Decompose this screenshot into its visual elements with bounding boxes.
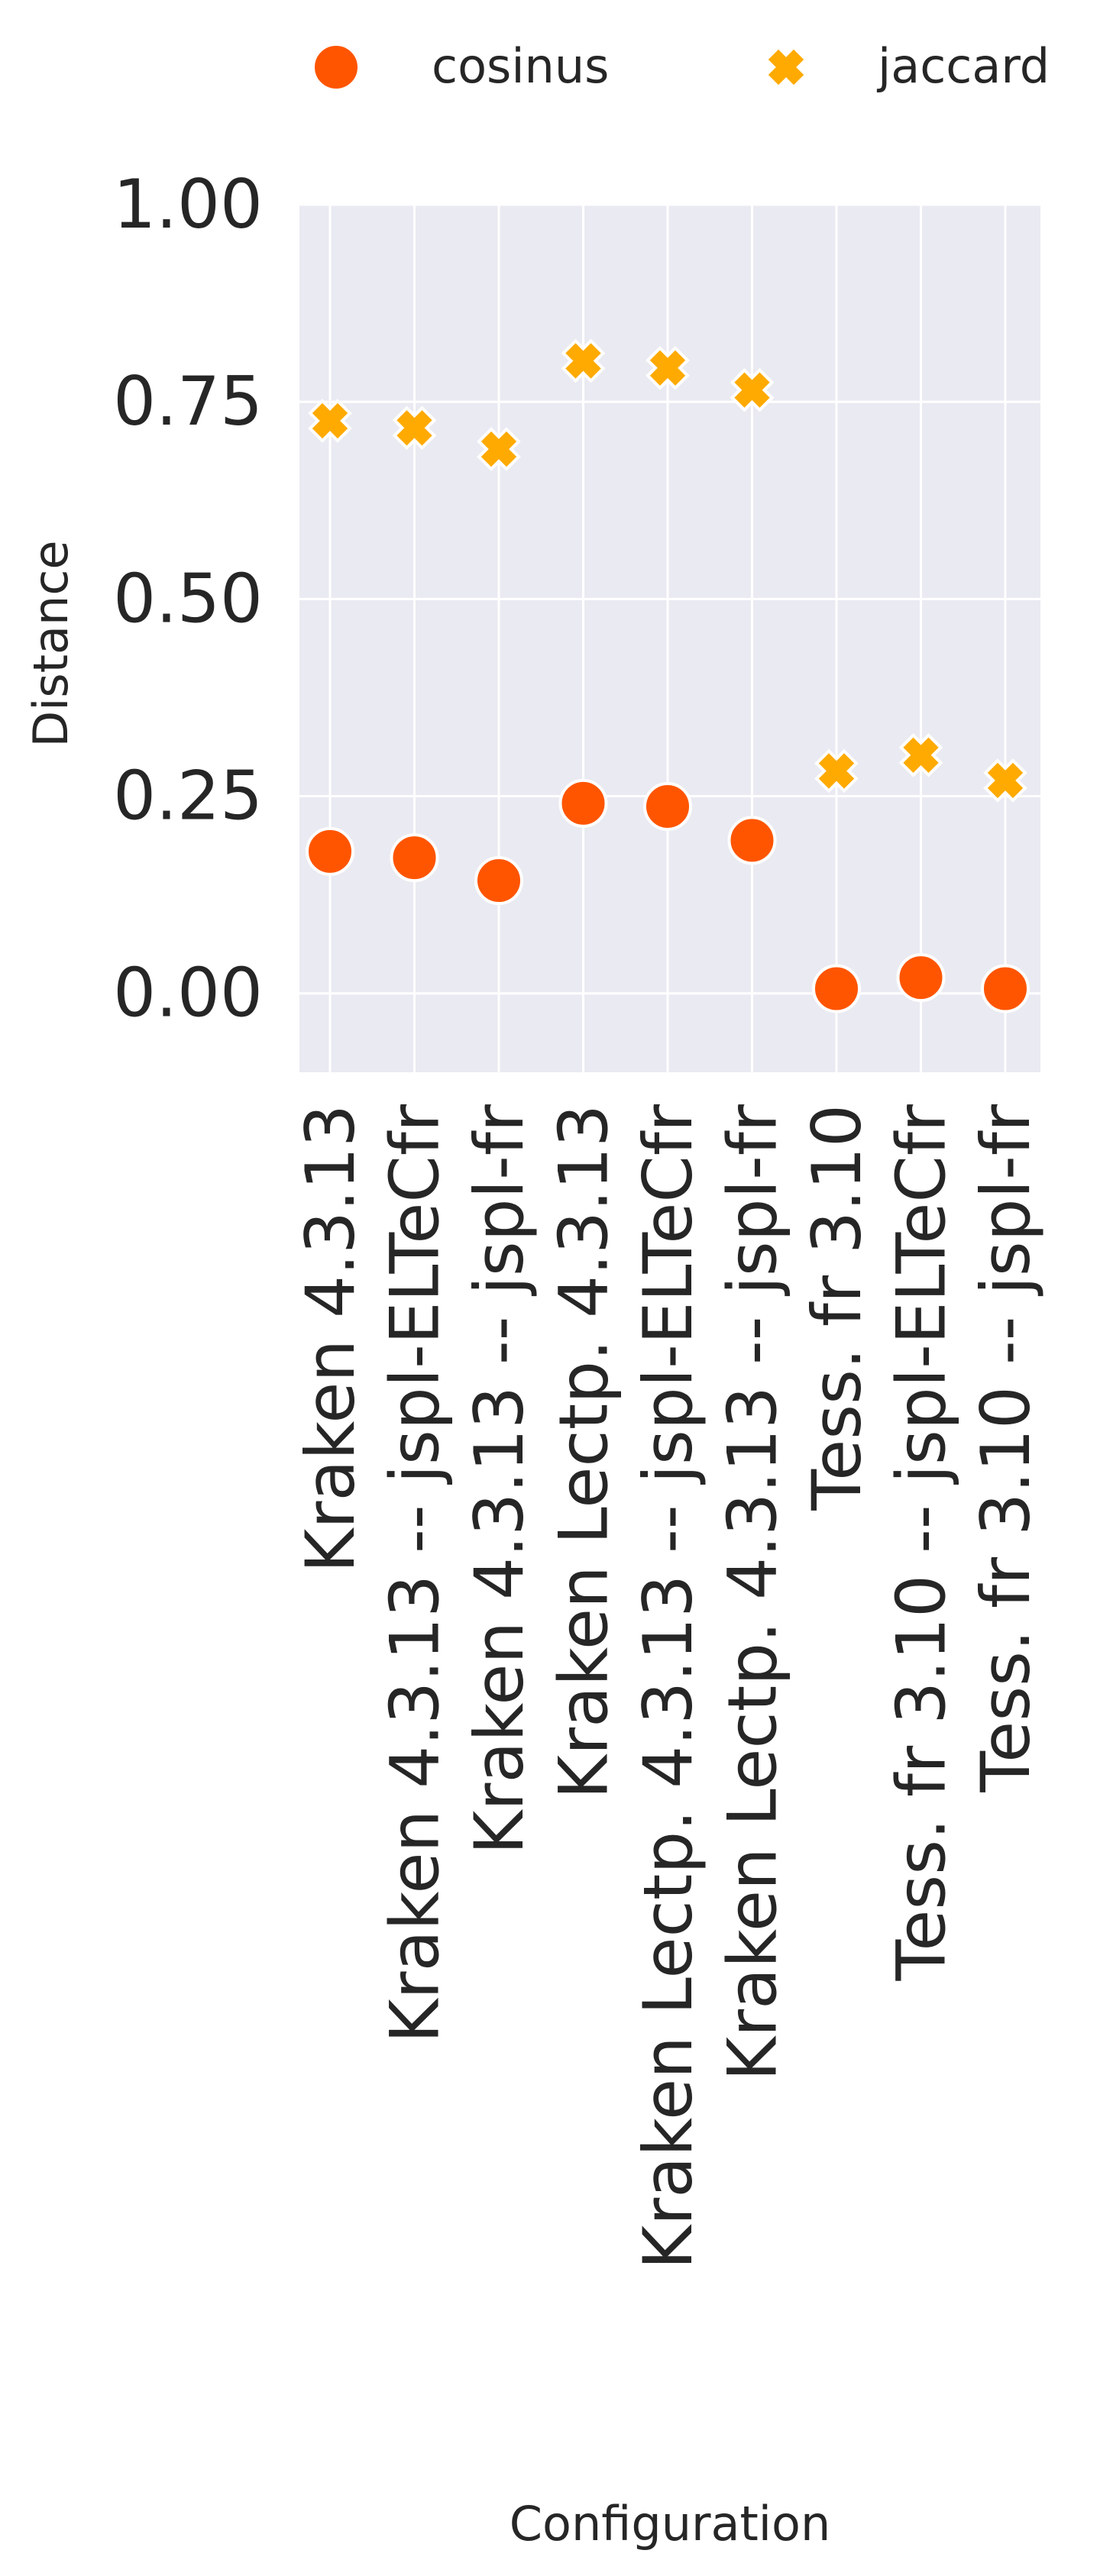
data-points (306, 338, 1030, 1013)
point-cosinus (474, 856, 523, 906)
point-cosinus (390, 833, 439, 883)
x-tick-label: Tess. fr 3.10 -- jspl-ELTeCfr (882, 1104, 961, 1981)
point-cosinus (306, 826, 354, 876)
legend-label-jaccard: jaccard (876, 38, 1050, 94)
x-tick-label: Kraken Lectp. 4.3.13 (545, 1104, 623, 1799)
grid-lines (299, 203, 1040, 1072)
point-cosinus (896, 953, 946, 1003)
legend-label-cosinus: cosinus (432, 38, 609, 94)
x-tick-label: Kraken 4.3.13 -- jspl-ELTeCfr (376, 1104, 455, 2043)
point-cosinus (812, 964, 861, 1013)
point-cosinus (558, 778, 608, 828)
point-jaccard (308, 399, 352, 443)
legend-marker-cosinus (312, 43, 361, 92)
point-jaccard (645, 345, 690, 390)
x-tick-label: Tess. fr 3.10 -- jspl-fr (966, 1104, 1045, 1792)
y-tick-label: 1.00 (113, 165, 263, 244)
y-axis-label: Distance (23, 540, 79, 747)
x-tick-label: Kraken 4.3.13 -- jspl-fr (460, 1104, 539, 1854)
point-jaccard (814, 748, 859, 793)
point-cosinus (643, 781, 692, 831)
x-tick-labels: Kraken 4.3.13 Kraken 4.3.13 -- jspl-ELTeC… (291, 1104, 1045, 2269)
x-tick-label: Tess. fr 3.10 (798, 1104, 876, 1511)
point-jaccard (983, 758, 1027, 803)
y-tick-labels: 1.00 0.75 0.50 0.25 0.00 (113, 165, 263, 1033)
legend-item-jaccard: jaccard (764, 38, 1050, 94)
legend-item-cosinus: cosinus (312, 38, 609, 94)
x-tick-label: Kraken Lectp. 4.3.13 -- jspl-fr (713, 1104, 792, 2081)
point-jaccard (392, 406, 437, 451)
legend-marker-jaccard (764, 45, 808, 89)
x-tick-label: Kraken Lectp. 4.3.13 -- jspl-ELTeCfr (629, 1104, 707, 2269)
y-tick-label: 0.25 (113, 757, 263, 836)
x-tick-label: Kraken 4.3.13 (291, 1104, 370, 1572)
plot-area (299, 205, 1040, 1072)
point-cosinus (981, 964, 1030, 1013)
point-cosinus (727, 816, 777, 865)
point-jaccard (898, 732, 943, 777)
point-jaccard (730, 367, 775, 412)
y-tick-label: 0.50 (113, 559, 263, 638)
x-axis-label: Configuration (510, 2496, 830, 2552)
y-tick-label: 0.75 (113, 362, 263, 441)
point-jaccard (477, 427, 521, 471)
legend: cosinus jaccard (312, 38, 1050, 94)
y-tick-label: 0.00 (113, 954, 263, 1033)
point-jaccard (561, 338, 606, 383)
